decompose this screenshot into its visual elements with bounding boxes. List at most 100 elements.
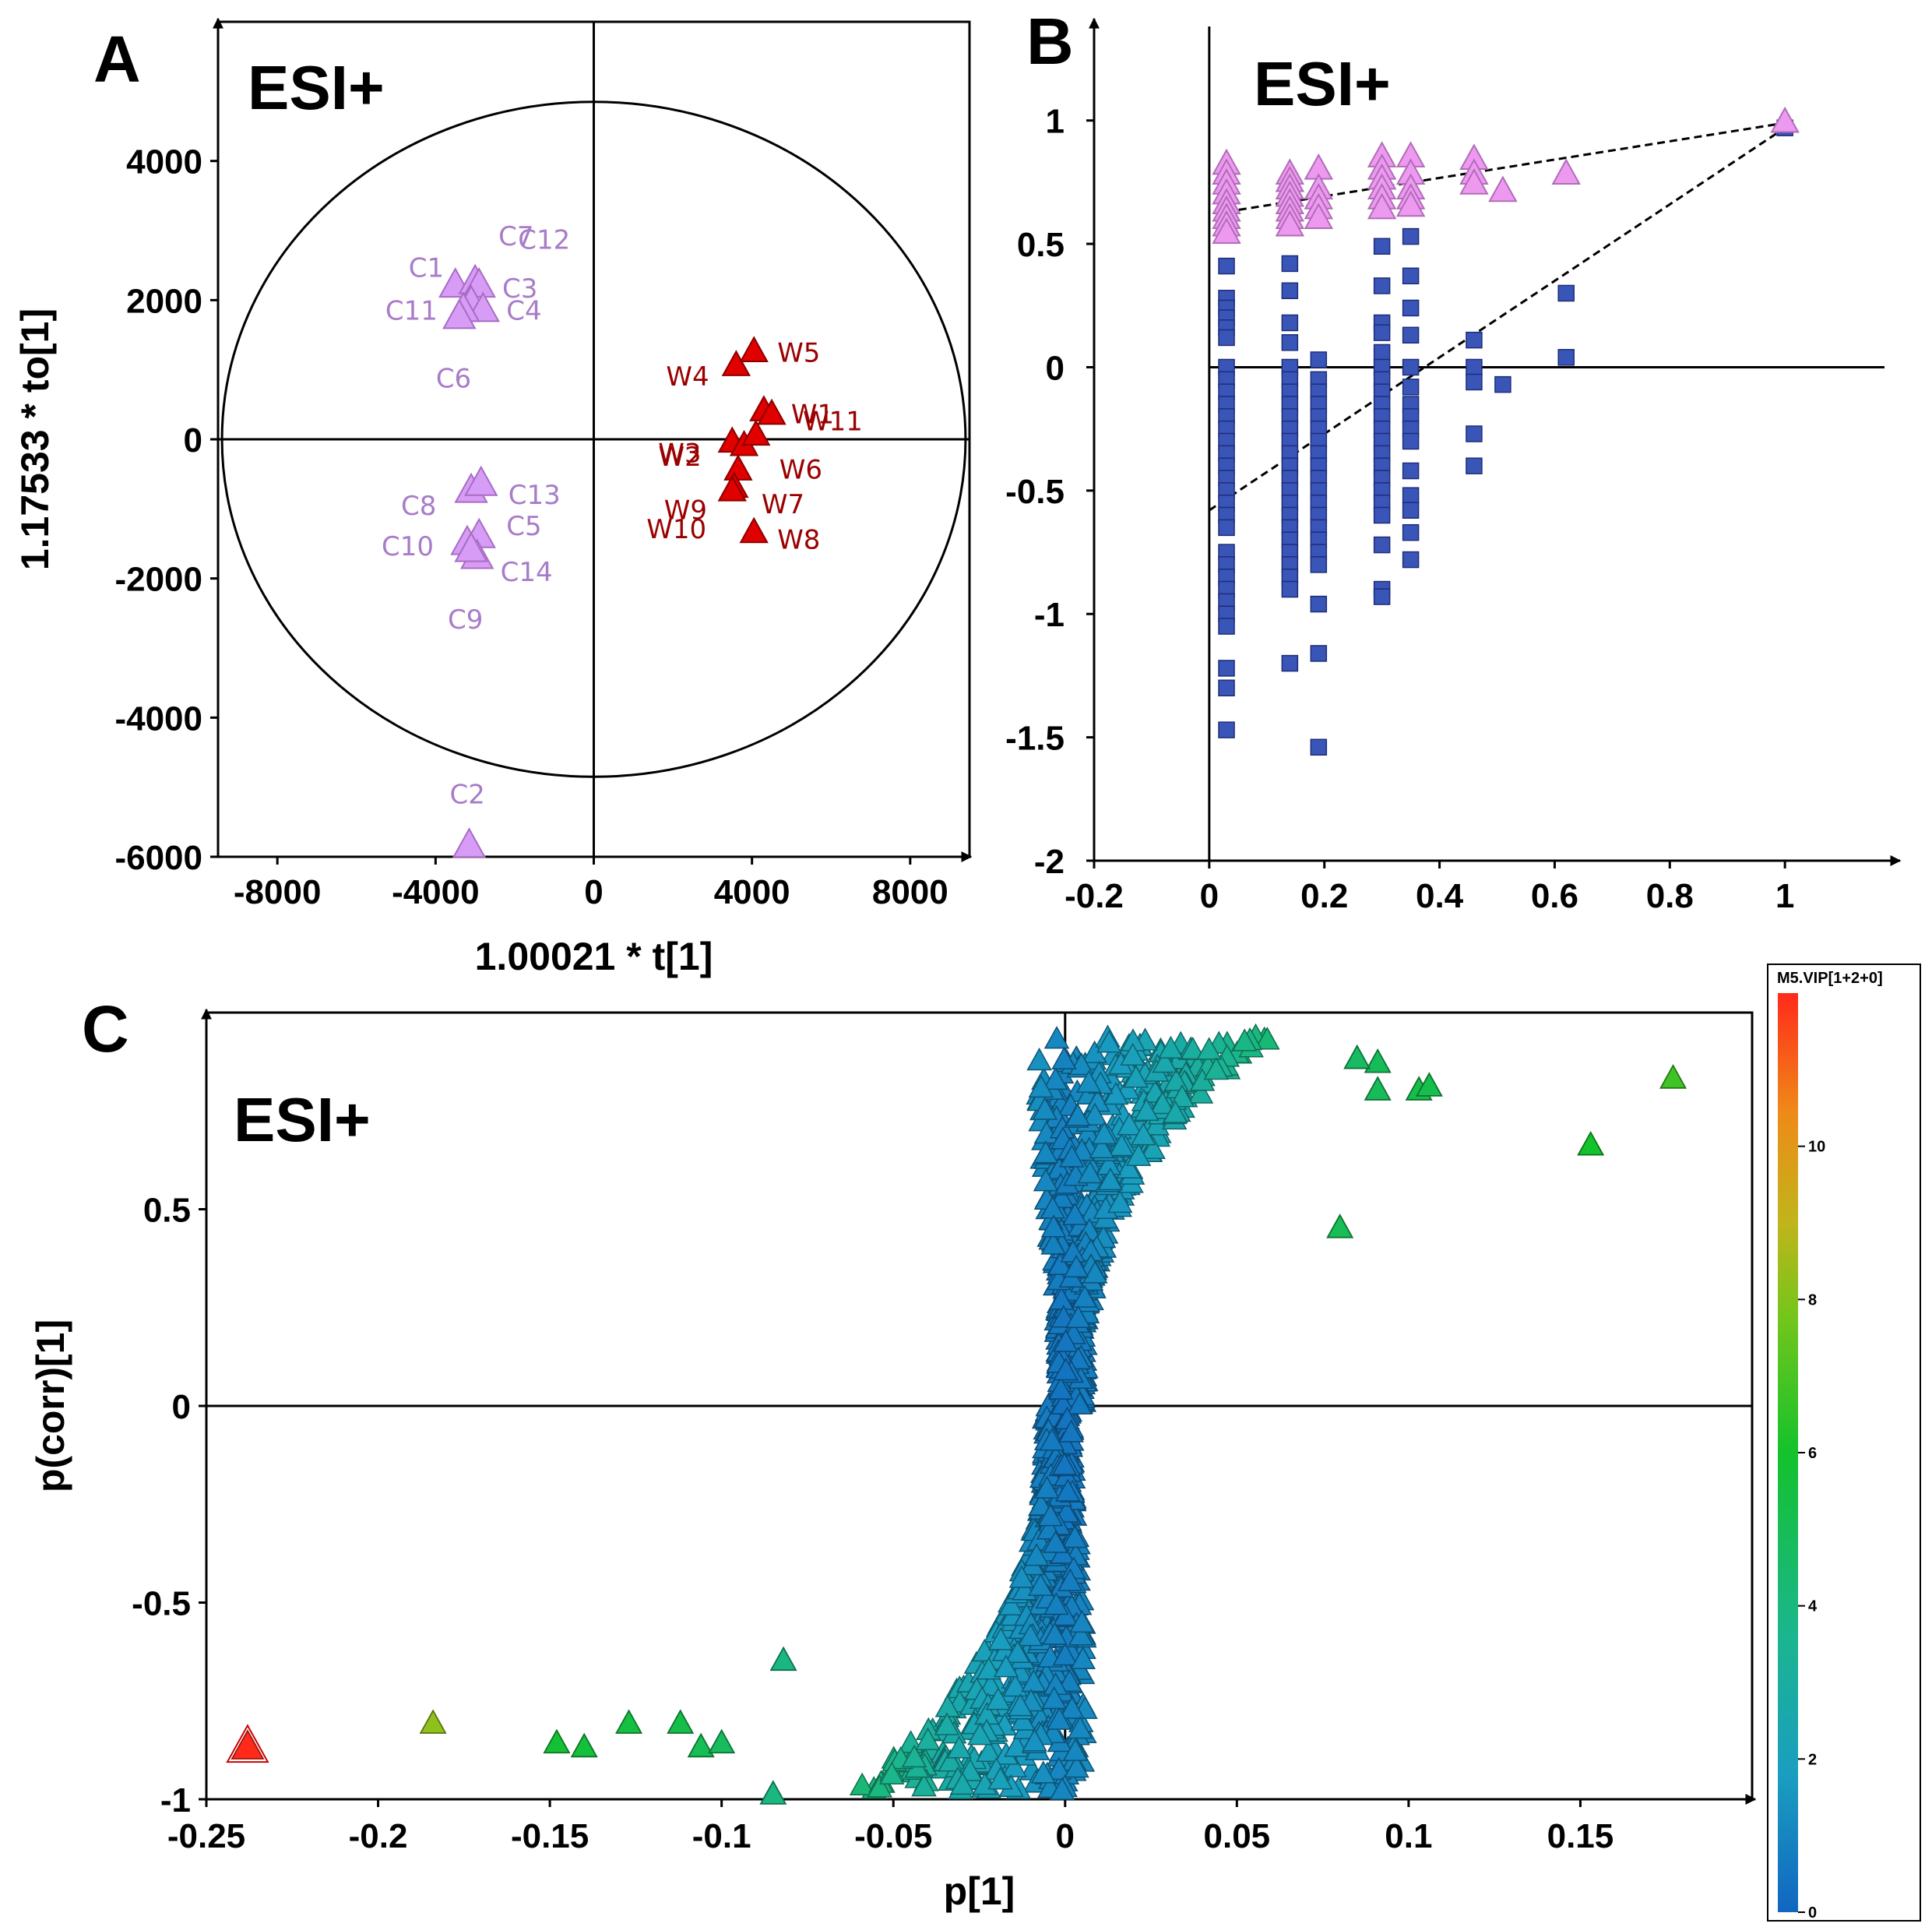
panel-c-loading-marker [1134, 1097, 1160, 1121]
panel-label-b: B [1026, 5, 1074, 78]
panel-c-loading-marker [1043, 1530, 1068, 1553]
panel-b-x-tick-label: 1 [1775, 877, 1794, 915]
panel-c-loading-marker [1043, 1592, 1069, 1615]
panel-a-x-tick-label: 8000 [872, 873, 948, 911]
panel-b-q2-marker [1402, 462, 1420, 480]
panel-b-q2-marker [1281, 654, 1299, 672]
panel-c-loading-marker [1053, 1329, 1079, 1352]
panel-c-loading-marker [1063, 1254, 1089, 1278]
panel-c-loading-marker [1032, 1097, 1058, 1120]
panel-c-loading-marker [1047, 1252, 1073, 1275]
panel-a-y-tick-label: 2000 [126, 282, 202, 320]
panel-b-q2-marker [1281, 314, 1299, 332]
panel-a-x-tick-label: -8000 [234, 873, 322, 911]
panel-b-r2-marker [1304, 203, 1334, 230]
colorbar-tick-label: 10 [1808, 1139, 1825, 1156]
panel-c-loading-marker [1116, 1155, 1142, 1179]
panel-b-q2-marker [1218, 618, 1235, 635]
panel-label-c: C [82, 992, 129, 1066]
panel-a-score-marker [723, 454, 753, 481]
panel-c-loading-marker [1072, 1284, 1098, 1308]
panel-b-y-tick-label: 0.5 [1017, 226, 1065, 264]
panel-c-loading-marker [1125, 1143, 1152, 1167]
panel-c-loading-marker [1055, 1478, 1081, 1502]
colorbar-tick-label: 6 [1808, 1445, 1817, 1462]
panel-c-loading-marker [1005, 1640, 1031, 1664]
panel-c-loading-marker [938, 1749, 963, 1772]
panel-c-loading-marker [1043, 1066, 1068, 1090]
panel-c-y-tick-label: -0.5 [132, 1585, 191, 1623]
panel-c-loading-marker [1040, 1214, 1067, 1238]
panel-b-q2-marker [1373, 238, 1391, 255]
panel-c-loading-marker [1189, 1068, 1216, 1091]
panel-c-loading-marker [1041, 1686, 1067, 1710]
colorbar-gradient [1778, 993, 1798, 1912]
panel-a-point-label: W8 [777, 525, 820, 556]
panel-b-x-tick-label: 0.6 [1531, 877, 1578, 915]
panel-a-score-marker [741, 419, 771, 446]
panel-c-highlight-points [226, 1044, 1687, 1805]
panel-a-point-label: W7 [762, 489, 804, 520]
panel-c-loading-marker [987, 1767, 1013, 1790]
panel-c-vip-marker [1415, 1072, 1443, 1097]
panel-a: A ESI+ -8000 -4000 0 4000 8000 4000 2000 0 -200… [13, 17, 973, 978]
panel-c-vip-marker [1364, 1048, 1392, 1073]
panel-c-loading-marker [1123, 1065, 1149, 1088]
panel-b-q2-marker [1466, 425, 1483, 442]
panel-c-loading-marker [1028, 1074, 1054, 1098]
panel-c-loading-marker [946, 1735, 973, 1759]
panel-c-vip-marker [570, 1732, 598, 1758]
panel-c-loading-marker [1058, 1419, 1084, 1443]
panel-a-point-label: C13 [509, 480, 561, 511]
panel-c-loading-marker [1069, 1609, 1095, 1633]
panel-b-q2-marker [1218, 721, 1235, 738]
panel-c-vip-marker [1659, 1064, 1687, 1089]
panel-c-loading-marker [1057, 1668, 1082, 1693]
panel-c-vip-marker [1364, 1076, 1392, 1101]
panel-a-x-tick-label: 0 [584, 873, 603, 911]
panel-b-y-ticks: 1 0.5 0 -0.5 -1 -1.5 -2 [1005, 103, 1094, 881]
panel-c-loading-marker [1023, 1543, 1050, 1566]
panel-b-r2-marker [1275, 210, 1305, 237]
vip-colorbar: M5.VIP[1+2+0] 10 8 6 4 2 0 [1767, 964, 1921, 1922]
panel-a-point-label: C14 [501, 557, 553, 588]
panel-b-annotation: ESI+ [1254, 49, 1391, 118]
panel-a-x-ticks: -8000 -4000 0 4000 8000 [234, 857, 948, 911]
panel-a-point-label: C7 [498, 221, 533, 252]
panel-c-loading-marker [1203, 1056, 1230, 1080]
panel-b-q2-marker [1218, 257, 1235, 275]
panel-c-loading-marker [1158, 1035, 1184, 1059]
panel-b-q2-marker [1402, 358, 1420, 376]
panel-c-loading-marker [1180, 1036, 1206, 1060]
panel-c-x-axis-title: p[1] [944, 1869, 1015, 1913]
panel-a-score-marker [757, 398, 787, 425]
panel-b-y-tick-label: -1.5 [1005, 720, 1065, 758]
panel-c-loading-marker [1120, 1042, 1145, 1066]
panel-b-axes [1089, 17, 1902, 866]
panel-c-loading-marker [1043, 1026, 1070, 1049]
panel-c-x-tick-label: -0.1 [692, 1817, 751, 1855]
panel-c-loading-marker [1051, 1452, 1078, 1475]
panel-a-y-tick-label: -2000 [114, 561, 202, 599]
panel-c-loading-marker [1051, 1046, 1077, 1069]
panel-c-vip-marker [231, 1729, 265, 1760]
panel-a-y-tick-label: 4000 [126, 143, 202, 181]
panel-b-y-tick-label: 1 [1046, 103, 1065, 141]
panel-a-point-label: W5 [777, 337, 820, 368]
panel-b-r2-marker [1212, 217, 1241, 245]
panel-c-loading-marker [1065, 1103, 1091, 1126]
panel-c-y-tick-label: 0 [172, 1388, 191, 1426]
panel-a-score-marker [464, 465, 498, 496]
panel-b-y-tick-label: -1 [1034, 596, 1065, 634]
panel-c-loading-marker [1028, 1573, 1054, 1596]
panel-c-x-tick-label: 0.05 [1204, 1817, 1271, 1855]
panel-b-x-tick-label: 0 [1200, 877, 1219, 915]
panel-c-loading-marker [976, 1739, 1001, 1763]
panel-c-loading-marker [1140, 1136, 1166, 1160]
panel-b-q2-marker [1402, 432, 1420, 450]
panel-c-x-ticks: -0.25 -0.2 -0.15 -0.1 -0.05 0 0.05 0.1 0.15 [167, 1799, 1614, 1855]
panel-b-q2-marker [1373, 536, 1391, 554]
panel-c-loading-marker [1008, 1693, 1033, 1717]
panel-a-score-marker [717, 474, 747, 502]
